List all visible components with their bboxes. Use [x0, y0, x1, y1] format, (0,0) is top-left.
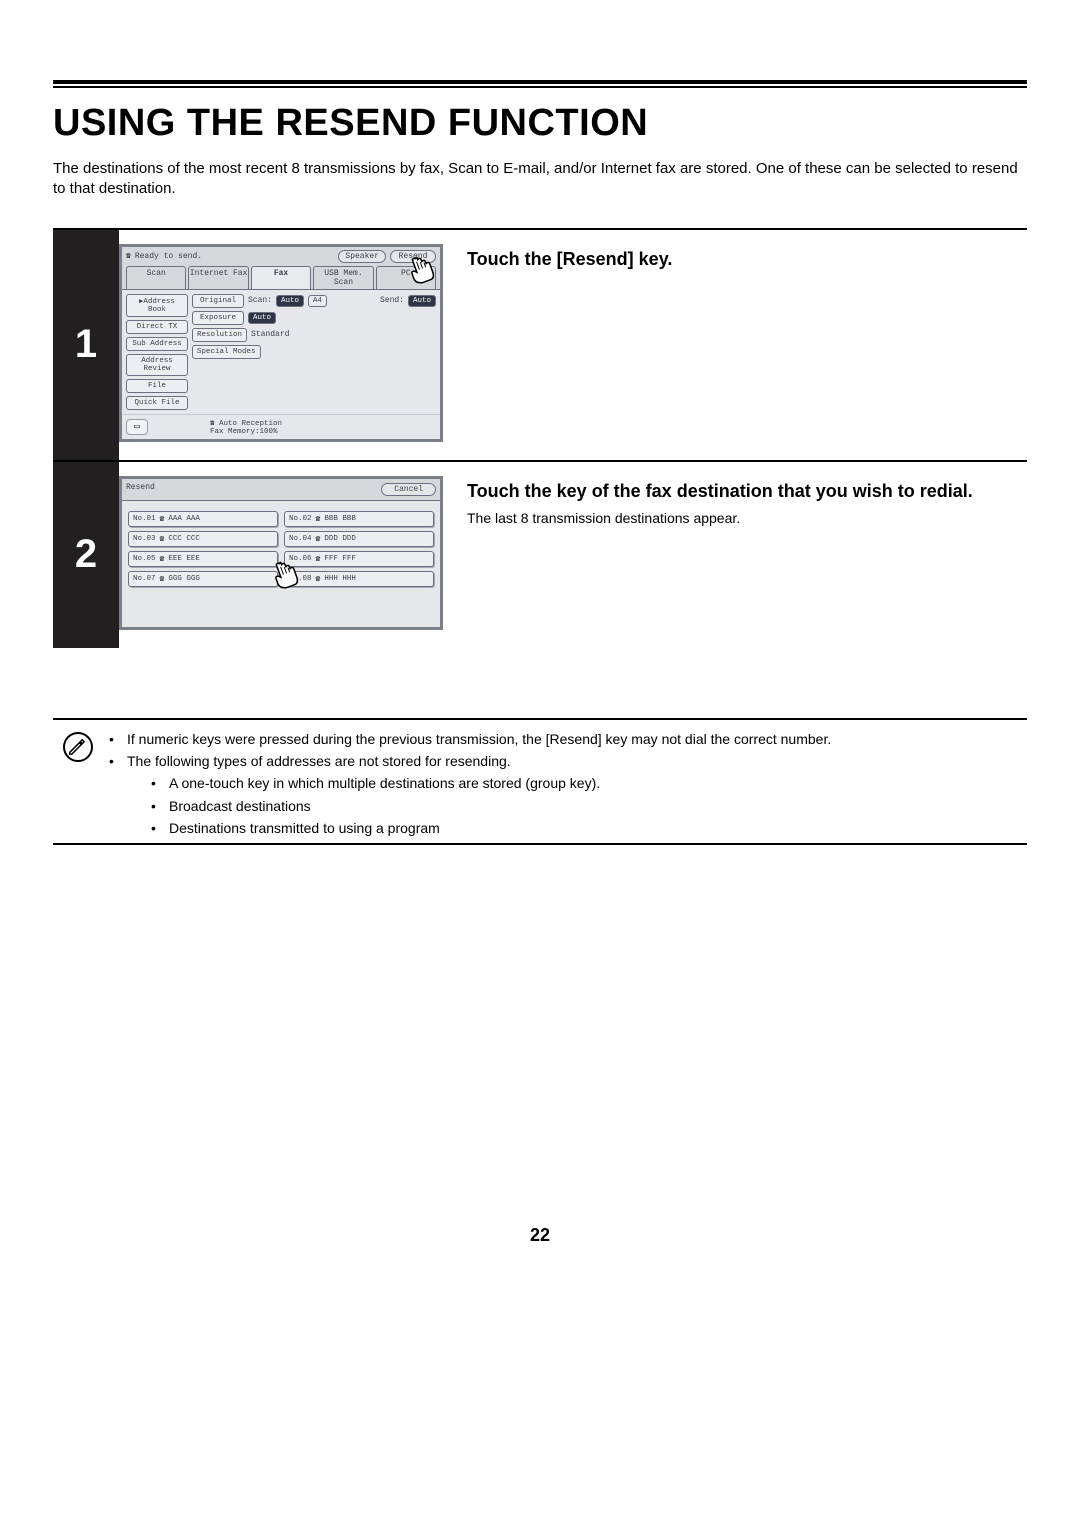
phone-icon: ☎	[160, 534, 165, 544]
step-2-body: The last 8 transmission destinations app…	[467, 509, 1027, 528]
phone-icon: ☎	[160, 574, 165, 584]
notes-list: •If numeric keys were pressed during the…	[109, 726, 831, 840]
step-2-row: 2 Resend Cancel No.01☎AAA AAANo.02☎BBB B…	[53, 461, 1027, 648]
dest-name: CCC CCC	[168, 535, 200, 543]
special-modes-button[interactable]: Special Modes	[192, 345, 261, 359]
cancel-button[interactable]: Cancel	[381, 483, 436, 496]
send-auto-tag: Auto	[408, 295, 436, 307]
destination-no02[interactable]: No.02 ☎BBB BBB	[284, 511, 434, 527]
step-1-heading: Touch the [Resend] key.	[467, 248, 1027, 271]
direct-tx-button[interactable]: Direct TX	[126, 320, 188, 334]
step-2-heading: Touch the key of the fax destination tha…	[467, 480, 1027, 503]
phone-icon: ☎	[160, 514, 165, 524]
dest-number: No.03	[133, 535, 156, 543]
dest-name: BBB BBB	[324, 515, 356, 523]
right-settings-column: Original Scan: Auto A4 Send: Auto Exposu…	[192, 294, 436, 410]
resolution-row: Resolution Standard	[192, 328, 436, 342]
footer-auto-reception: ☎ Auto Reception	[210, 418, 282, 428]
exposure-row: Exposure Auto	[192, 311, 436, 325]
step-2-text: Touch the key of the fax destination tha…	[467, 476, 1027, 630]
dest-number: No.01	[133, 515, 156, 523]
dest-number: No.02	[289, 515, 312, 523]
phone-reception-icon: ☎	[210, 420, 215, 428]
dest-name: FFF FFF	[324, 555, 356, 563]
steps-table: 1 ☎ Ready to send. Speaker Resend ScanIn…	[53, 228, 1027, 648]
dest-name: EEE EEE	[168, 555, 200, 563]
exposure-auto-tag: Auto	[248, 312, 276, 324]
tab-usb-mem-scan[interactable]: USB Mem. Scan	[313, 266, 373, 289]
quick-file-button[interactable]: Quick File	[126, 396, 188, 410]
resend-screen-title: Resend	[126, 483, 155, 496]
phone-icon: ☎	[316, 514, 321, 524]
phone-icon: ☎	[316, 554, 321, 564]
footer-fax-memory: Fax Memory:100%	[210, 428, 282, 436]
dest-number: No.05	[133, 555, 156, 563]
page-title: USING THE RESEND FUNCTION	[53, 102, 1027, 145]
note-subitem: •A one-touch key in which multiple desti…	[109, 772, 831, 794]
note-icon	[63, 732, 93, 762]
step-2-ui-screenshot: Resend Cancel No.01☎AAA AAANo.02☎BBB BBB…	[119, 476, 443, 630]
destination-no06[interactable]: No.06☎FFF FFF	[284, 551, 434, 567]
page-number: 22	[53, 1225, 1027, 1246]
tab-internet-fax[interactable]: Internet Fax	[188, 266, 248, 289]
step-1-ui-screenshot: ☎ Ready to send. Speaker Resend ScanInte…	[119, 244, 443, 442]
special-modes-row: Special Modes	[192, 345, 436, 359]
note-subitem: •Destinations transmitted to using a pro…	[109, 817, 831, 839]
tab-scan[interactable]: Scan	[126, 266, 186, 289]
resolution-value: Standard	[251, 330, 289, 339]
exposure-button[interactable]: Exposure	[192, 311, 244, 325]
phone-icon: ☎	[316, 534, 321, 544]
resolution-button[interactable]: Resolution	[192, 328, 247, 342]
dest-number: No.07	[133, 575, 156, 583]
tab-bar: ScanInternet FaxFaxUSB Mem. ScanPC	[122, 266, 440, 289]
address-review-button[interactable]: Address Review	[126, 354, 188, 376]
scan-auto-tag: Auto	[276, 295, 304, 307]
original-button[interactable]: Original	[192, 294, 244, 308]
address-book-button[interactable]: ▶Address Book	[126, 294, 188, 317]
note-subitem: •Broadcast destinations	[109, 795, 831, 817]
destination-no03[interactable]: No.03 ☎CCC CCC	[128, 531, 278, 547]
destination-no01[interactable]: No.01 ☎AAA AAA	[128, 511, 278, 527]
note-item: •If numeric keys were pressed during the…	[109, 728, 831, 750]
sub-address-button[interactable]: Sub Address	[126, 337, 188, 351]
scan-size-tag: A4	[308, 295, 327, 307]
dest-name: DDD DDD	[324, 535, 356, 543]
step-1-row: 1 ☎ Ready to send. Speaker Resend ScanIn…	[53, 229, 1027, 461]
dest-name: HHH HHH	[324, 575, 356, 583]
status-text: Ready to send.	[135, 252, 335, 261]
file-button[interactable]: File	[126, 379, 188, 393]
destination-no04[interactable]: No.04 ☎DDD DDD	[284, 531, 434, 547]
dest-name: GGG GGG	[168, 575, 200, 583]
left-button-column: ▶Address Book Direct TX Sub Address Address…	[126, 294, 188, 410]
dest-number: No.04	[289, 535, 312, 543]
scan-label: Scan:	[248, 296, 272, 305]
top-rule	[53, 80, 1027, 88]
step-1-text: Touch the [Resend] key.	[467, 244, 1027, 442]
preview-icon[interactable]: ▭	[126, 419, 148, 435]
original-row: Original Scan: Auto A4 Send: Auto	[192, 294, 436, 308]
step-1-number: 1	[53, 229, 119, 461]
notes-block: •If numeric keys were pressed during the…	[53, 720, 1027, 846]
step-2-number: 2	[53, 461, 119, 648]
send-label: Send:	[380, 296, 404, 305]
destination-no05[interactable]: No.05 ☎EEE EEE	[128, 551, 278, 567]
intro-text: The destinations of the most recent 8 tr…	[53, 159, 1027, 200]
speaker-button[interactable]: Speaker	[338, 250, 386, 263]
phone-icon: ☎	[316, 574, 321, 584]
phone-status-icon: ☎	[126, 251, 131, 261]
tab-fax[interactable]: Fax	[251, 266, 311, 289]
dest-name: AAA AAA	[168, 515, 200, 523]
note-item: •The following types of addresses are no…	[109, 750, 831, 772]
destination-no08[interactable]: No.08☎HHH HHH	[284, 571, 434, 587]
destination-no07[interactable]: No.07 ☎GGG GGG	[128, 571, 278, 587]
phone-icon: ☎	[160, 554, 165, 564]
